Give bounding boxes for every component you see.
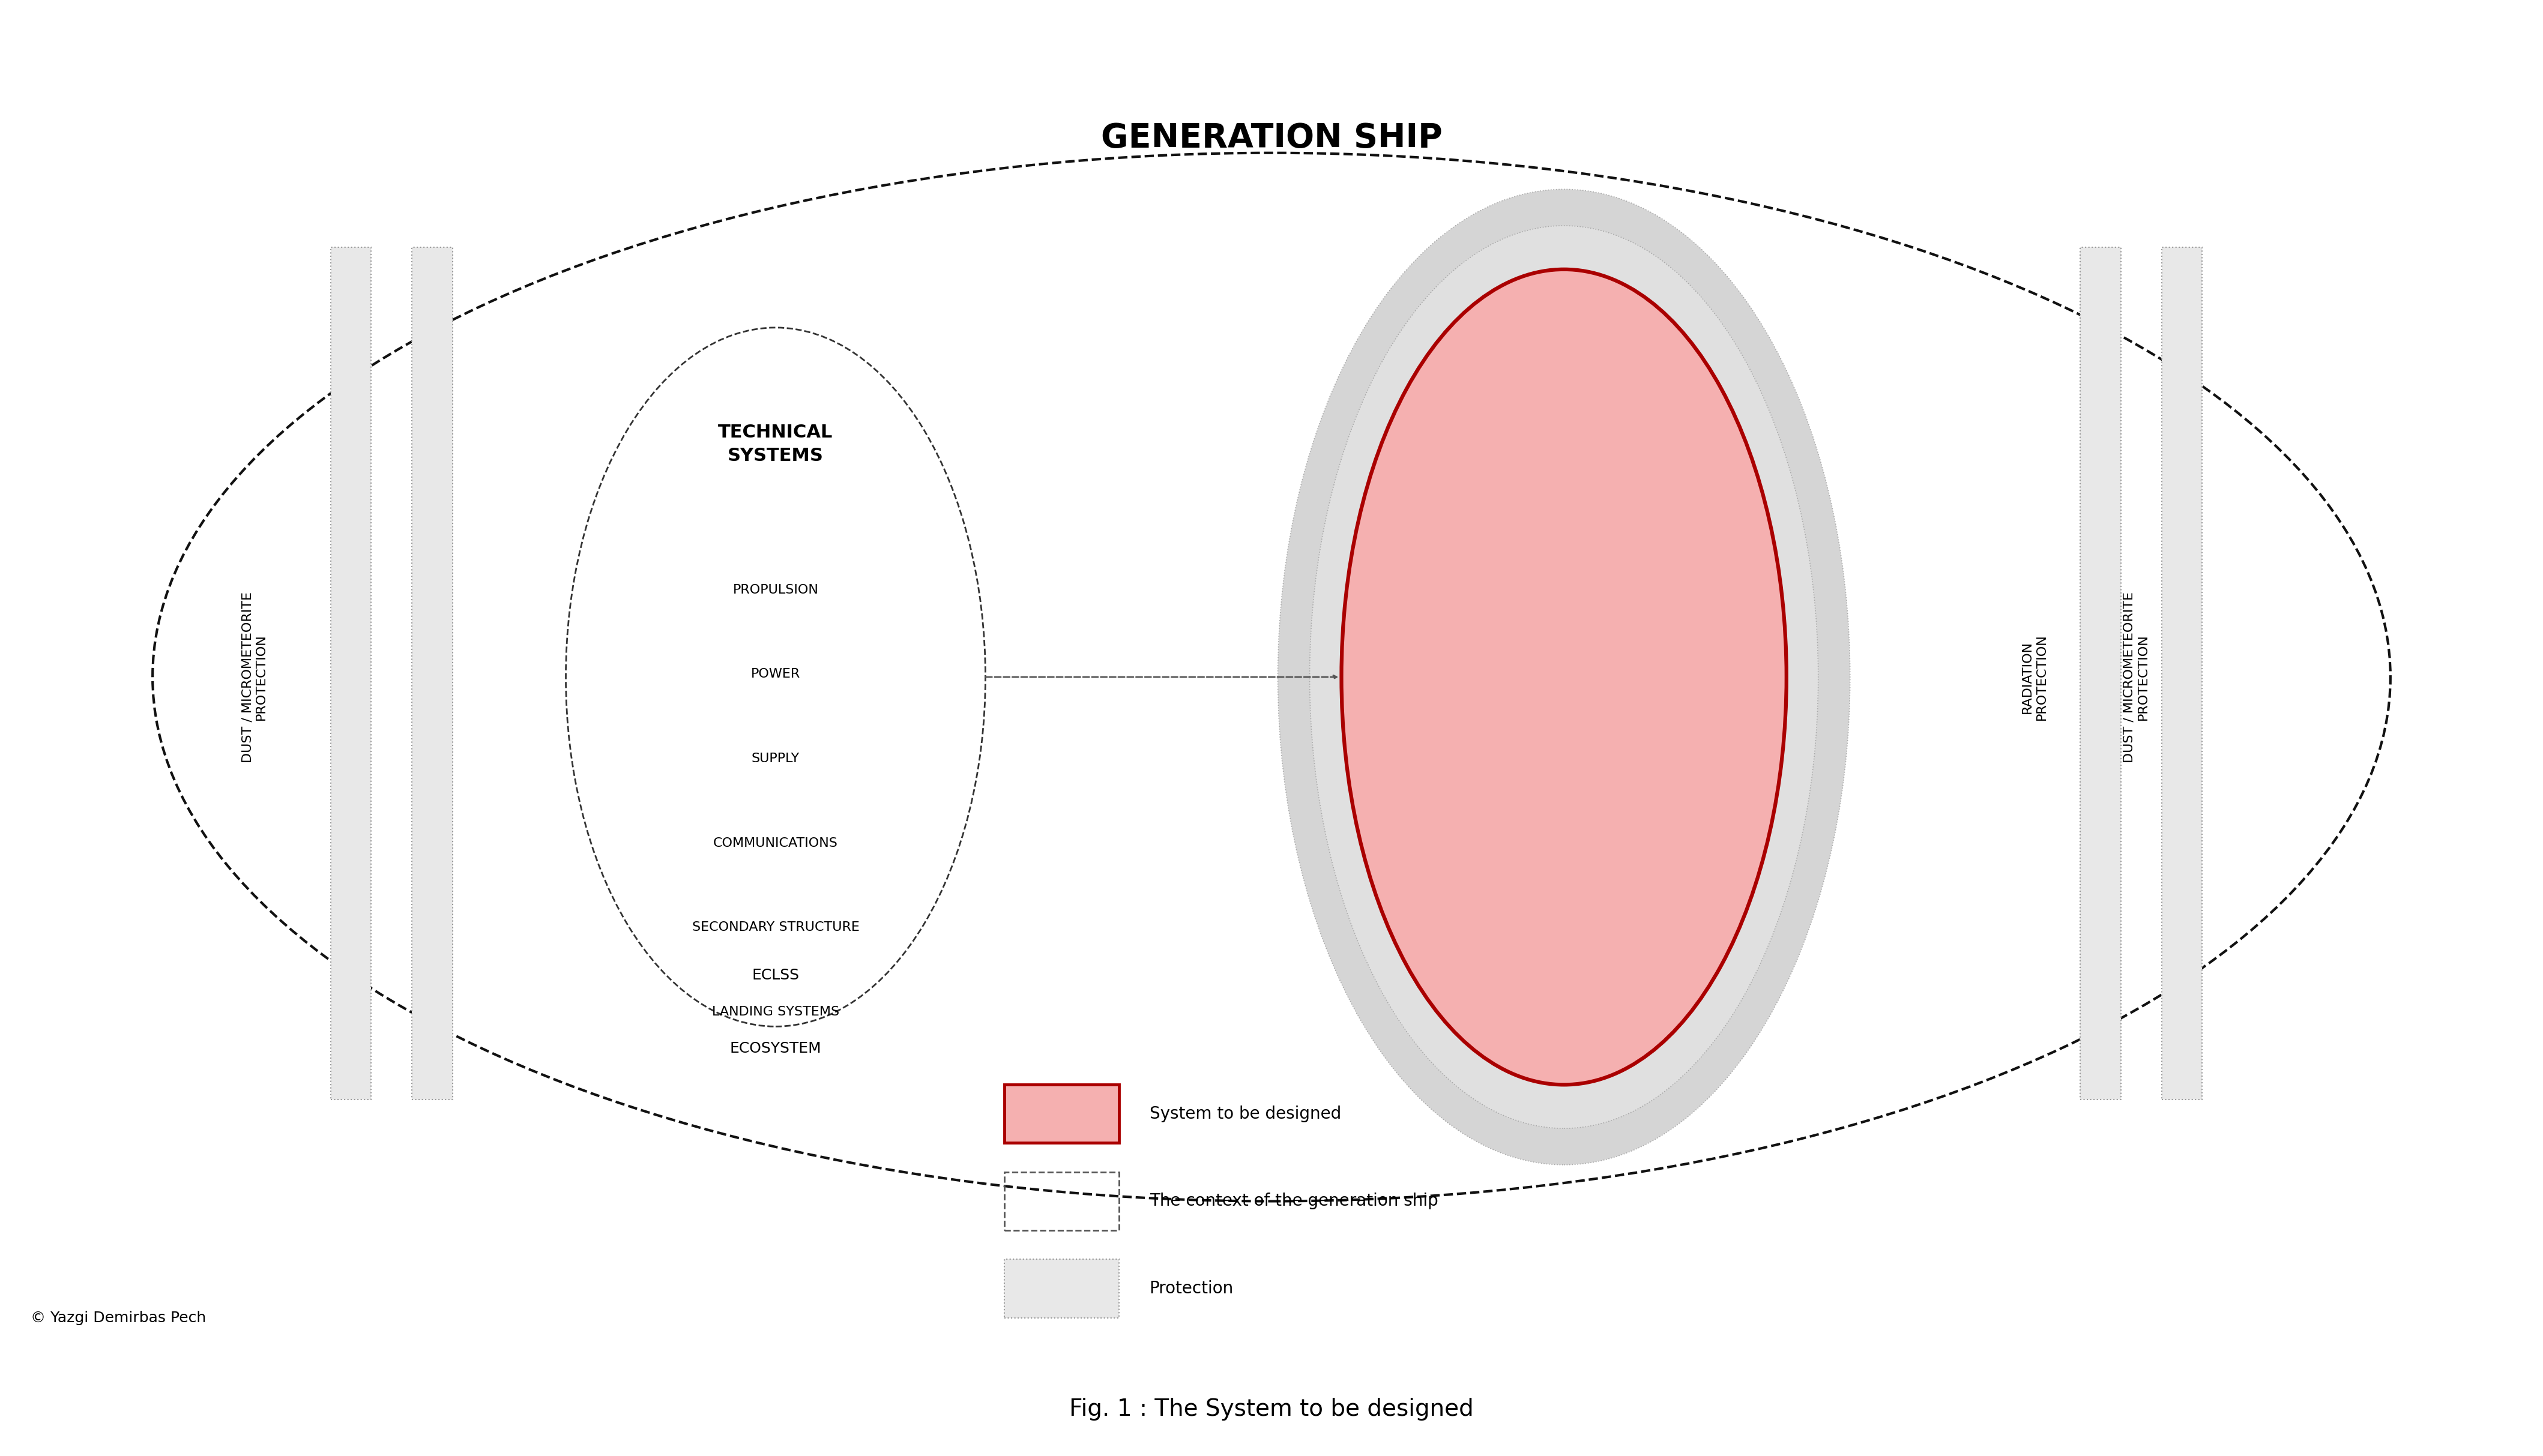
Text: LANDSCAPE: LANDSCAPE [1508,530,1620,547]
Bar [412,248,453,1099]
Text: KNOWLEDGE BASE: KNOWLEDGE BASE [1477,792,1650,810]
Ellipse shape [1343,269,1785,1085]
Text: ECOSYSTEM: ECOSYSTEM [730,1041,821,1056]
Text: COMMUNICATIONS: COMMUNICATIONS [712,837,839,849]
Text: SUPPLY: SUPPLY [753,753,799,764]
Text: DWELLINGS / BUILDINGS: DWELLINGS / BUILDINGS [1450,661,1678,678]
Text: POWER: POWER [750,668,801,680]
Text: Protection: Protection [1149,1280,1233,1297]
Text: RADIATION
PROTECTION: RADIATION PROTECTION [2022,633,2047,721]
Bar [1004,1085,1119,1143]
Text: TECHNICAL
SYSTEMS: TECHNICAL SYSTEMS [717,424,834,464]
Ellipse shape [565,328,987,1026]
Text: © Yazgi Demirbas Pech: © Yazgi Demirbas Pech [31,1310,206,1325]
Text: DUST / MICROMETEORITE
PROTECTION: DUST / MICROMETEORITE PROTECTION [242,591,267,763]
Text: DUST / MICROMETEORITE
PROTECTION: DUST / MICROMETEORITE PROTECTION [2123,591,2149,763]
Text: HABITAT: HABITAT [1505,380,1622,406]
Bar [2162,248,2202,1099]
Text: ECLSS: ECLSS [753,968,799,983]
Bar [331,248,371,1099]
Text: SECONDARY STRUCTURE: SECONDARY STRUCTURE [692,922,860,933]
Text: LANDING SYSTEMS: LANDING SYSTEMS [712,1006,839,1018]
Text: SOCIETY: SOCIETY [1526,923,1602,941]
Bar [2080,248,2121,1099]
Ellipse shape [1277,189,1851,1165]
Bar [1004,1172,1119,1230]
Ellipse shape [1310,226,1818,1128]
Text: The context of the generation ship: The context of the generation ship [1149,1192,1437,1210]
Text: RADIATION
PROTECTION: RADIATION PROTECTION [338,633,364,721]
Text: System to be designed: System to be designed [1149,1105,1340,1123]
Text: Fig. 1 : The System to be designed: Fig. 1 : The System to be designed [1068,1398,1475,1421]
Text: GENERATION SHIP: GENERATION SHIP [1101,122,1442,154]
Bar [1004,1259,1119,1318]
Text: PROPULSION: PROPULSION [732,584,819,596]
